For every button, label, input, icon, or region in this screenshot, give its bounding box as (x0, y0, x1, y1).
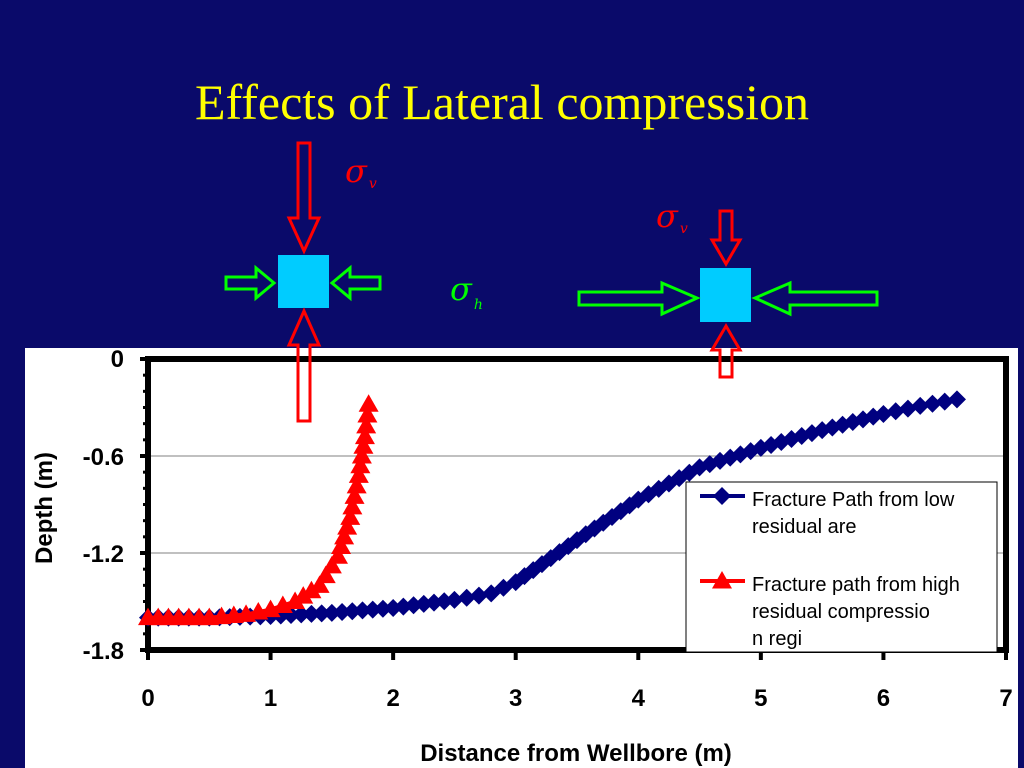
data-point-triangle (327, 546, 348, 564)
data-point-diamond (457, 588, 476, 607)
data-point-diamond (373, 599, 392, 618)
left-horizontal-arrow-left (224, 264, 277, 302)
data-point-triangle (293, 586, 314, 604)
x-tick-label: 4 (632, 685, 646, 712)
data-point-triangle (285, 591, 306, 609)
series-diamond (139, 390, 966, 627)
x-tick-label: 7 (999, 685, 1012, 712)
data-point-triangle (351, 446, 372, 464)
y-tick-label: -1.2 (83, 541, 124, 568)
data-point-triangle (342, 496, 363, 515)
data-point-diamond (363, 600, 382, 619)
y-axis-ticks: 0 -0.6 -1.2 -1.8 (83, 346, 148, 665)
right-horizontal-arrow-left (577, 280, 701, 317)
data-point-triangle (354, 426, 375, 445)
slide-title-text: Effects of Lateral compression (194, 74, 810, 130)
right-stress-block (700, 268, 751, 322)
left-sigma-v-subscript: v (369, 176, 377, 192)
right-sigma-v-subscript: v (680, 221, 688, 237)
data-point-diamond (923, 394, 942, 413)
data-point-diamond (312, 604, 331, 623)
data-point-triangle (712, 571, 732, 589)
data-point-triangle (315, 565, 336, 584)
legend-label: Fracture path from high residual compress… (752, 574, 960, 650)
legend-label: Fracture Path from low residual are (752, 489, 955, 538)
x-tick-label: 2 (386, 685, 399, 712)
data-point-diamond (343, 602, 362, 621)
right-horizontal-arrow-right (751, 280, 879, 317)
data-point-triangle (350, 455, 371, 474)
chart-legend: Fracture Path from low residual are Fractu… (685, 481, 998, 653)
data-point-triangle (309, 575, 330, 593)
data-point-triangle (321, 555, 342, 574)
data-point-triangle (356, 415, 377, 434)
data-point-triangle (334, 526, 355, 545)
data-point-diamond (333, 603, 352, 622)
x-tick-label: 5 (754, 685, 767, 712)
data-point-triangle (358, 394, 379, 412)
data-point-diamond (292, 605, 311, 624)
data-point-triangle (353, 436, 374, 454)
chart-series (138, 390, 966, 627)
data-point-triangle (348, 465, 369, 483)
y-tick-label: -0.6 (83, 444, 124, 471)
data-point-diamond (886, 402, 905, 421)
x-axis-ticks: 0 1 2 3 4 5 6 7 (141, 650, 1013, 712)
x-tick-label: 0 (141, 685, 154, 712)
x-axis-label: Distance from Wellbore (m) (420, 740, 732, 767)
data-point-diamond (911, 396, 930, 415)
left-vertical-arrow-bottom (286, 307, 322, 423)
data-point-diamond (469, 586, 488, 605)
data-point-triangle (340, 507, 361, 525)
data-point-diamond (713, 487, 731, 505)
left-sigma-h-subscript: h (474, 297, 483, 313)
x-tick-label: 1 (264, 685, 277, 712)
data-point-diamond (874, 404, 893, 423)
data-point-triangle (331, 536, 352, 555)
data-point-triangle (301, 580, 322, 599)
data-point-diamond (445, 590, 464, 609)
data-point-diamond (322, 603, 341, 622)
data-point-diamond (947, 390, 966, 409)
data-point-triangle (357, 405, 378, 423)
left-stress-block (278, 255, 329, 308)
legend-box (685, 481, 998, 653)
y-tick-label: 0 (111, 346, 124, 373)
data-point-triangle (337, 517, 358, 535)
right-vertical-arrow-bottom (709, 323, 743, 379)
data-point-triangle (344, 486, 365, 504)
y-axis-label: Depth (m) (31, 452, 58, 564)
left-horizontal-arrow-right (329, 264, 382, 302)
left-vertical-arrow-top (286, 141, 322, 255)
data-point-diamond (935, 392, 954, 411)
slide-title: Effects of Lateral compression (0, 72, 1004, 132)
data-point-diamond (898, 399, 917, 418)
y-tick-label: -1.8 (83, 638, 124, 665)
right-vertical-arrow-top (709, 209, 743, 267)
x-tick-label: 3 (509, 685, 522, 712)
data-point-triangle (346, 475, 367, 494)
data-point-diamond (302, 604, 321, 623)
x-tick-label: 6 (877, 685, 890, 712)
data-point-diamond (353, 601, 372, 620)
series-triangle (138, 394, 379, 626)
